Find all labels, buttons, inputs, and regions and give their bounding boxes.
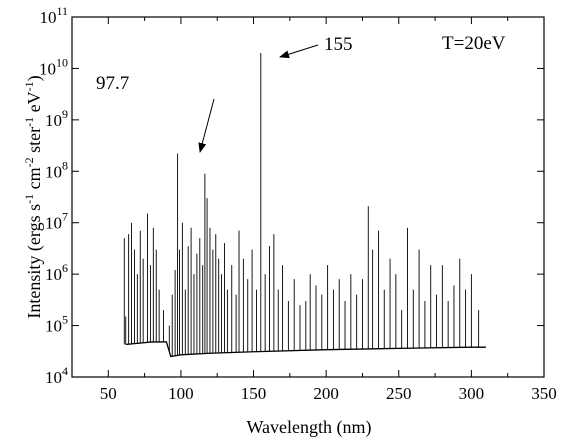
annotation-97-7: 97.7 [96, 73, 129, 94]
temperature-label: T=20eV [442, 33, 506, 54]
x-tick-label: 250 [386, 384, 412, 403]
annotation-arrow-97-7 [198, 98, 215, 153]
annotation-155: 155 [324, 34, 353, 55]
continuum-curve [125, 341, 486, 358]
x-axis-title: Wavelength (nm) [246, 417, 371, 438]
y-axis-title: Intensity (ergs s-1 cm-2 ster-1 eV-1) [22, 75, 45, 318]
x-tick-label: 100 [168, 384, 194, 403]
y-tick-label: 105 [45, 313, 68, 336]
y-tick-label: 106 [45, 261, 68, 284]
y-tick-label: 1010 [39, 55, 68, 78]
plot-frame [71, 16, 545, 378]
x-axis-ticks: 50 100 150 200 250 300 350 [100, 17, 557, 403]
x-tick-label: 350 [531, 384, 557, 403]
y-tick-label: 1011 [39, 4, 68, 27]
y-tick-label: 104 [45, 364, 68, 387]
annotation-arrow-155 [279, 44, 319, 59]
y-tick-label: 108 [45, 158, 68, 181]
emission-lines [123, 52, 480, 357]
y-tick-label: 109 [45, 107, 68, 130]
x-tick-label: 200 [313, 384, 339, 403]
y-tick-label: 107 [45, 210, 68, 233]
x-tick-label: 300 [459, 384, 485, 403]
x-tick-label: 50 [100, 384, 117, 403]
x-tick-label: 150 [241, 384, 267, 403]
y-axis-ticks: 104 105 106 107 108 109 1010 1011 [39, 4, 544, 387]
